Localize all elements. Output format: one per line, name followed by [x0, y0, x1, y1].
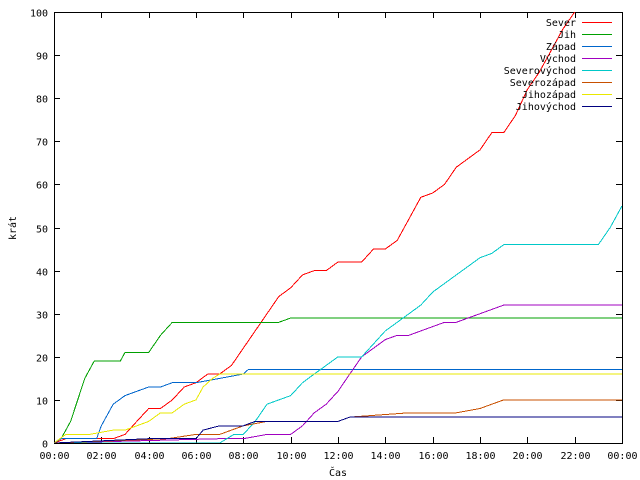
- x-axis-label: Čas: [329, 466, 347, 479]
- series-line-4: [54, 205, 622, 443]
- x-tick-label: 14:00: [370, 451, 400, 462]
- x-tick-label: 08:00: [228, 451, 258, 462]
- legend-label-2: Západ: [546, 41, 576, 53]
- y-tick-label: 0: [42, 440, 48, 451]
- legend-label-0: Sever: [546, 18, 576, 29]
- legend: SeverJihZápadVýchodSeverovýchodSeverozáp…: [504, 18, 612, 113]
- series-line-0: [54, 12, 576, 443]
- y-tick-label: 80: [36, 95, 48, 106]
- x-tick-label: 00:00: [607, 451, 637, 462]
- x-tick-label: 06:00: [181, 451, 211, 462]
- y-tick-label: 10: [36, 397, 48, 408]
- legend-label-1: Jih: [558, 30, 576, 41]
- series-line-1: [54, 317, 622, 443]
- x-tick-label: 02:00: [86, 451, 116, 462]
- legend-label-6: Jihozápad: [522, 89, 576, 101]
- x-tick-label: 04:00: [134, 451, 164, 462]
- x-tick-label: 16:00: [418, 451, 448, 462]
- y-axis: 0 10 20 30 40 50 60 70 80 90 100: [30, 9, 622, 451]
- series-line-2: [54, 369, 622, 443]
- y-tick-label: 30: [36, 311, 48, 322]
- series-lines: [54, 12, 622, 443]
- x-tick-label: 00:00: [39, 451, 69, 462]
- y-axis-label: krát: [7, 216, 19, 240]
- x-tick-label: 22:00: [560, 451, 590, 462]
- y-tick-label: 60: [36, 181, 48, 192]
- x-tick-label: 10:00: [276, 451, 306, 462]
- legend-label-4: Severovýchod: [504, 65, 576, 77]
- y-tick-label: 50: [36, 225, 48, 236]
- series-line-6: [54, 373, 622, 443]
- legend-label-7: Jihovýchod: [516, 101, 576, 113]
- x-tick-label: 18:00: [465, 451, 495, 462]
- y-tick-label: 100: [30, 9, 48, 20]
- legend-label-3: Východ: [540, 53, 576, 65]
- x-tick-label: 12:00: [323, 451, 353, 462]
- series-line-7: [54, 416, 622, 443]
- y-tick-label: 40: [36, 268, 48, 279]
- y-tick-label: 20: [36, 354, 48, 365]
- y-tick-label: 90: [36, 52, 48, 63]
- x-tick-label: 20:00: [512, 451, 542, 462]
- y-tick-label: 70: [36, 138, 48, 149]
- legend-label-5: Severozápad: [510, 77, 576, 89]
- x-axis: 00:00 02:00 04:00 06:00 08:00 10:00 12:00 14:00…: [39, 12, 638, 462]
- series-line-3: [54, 304, 622, 443]
